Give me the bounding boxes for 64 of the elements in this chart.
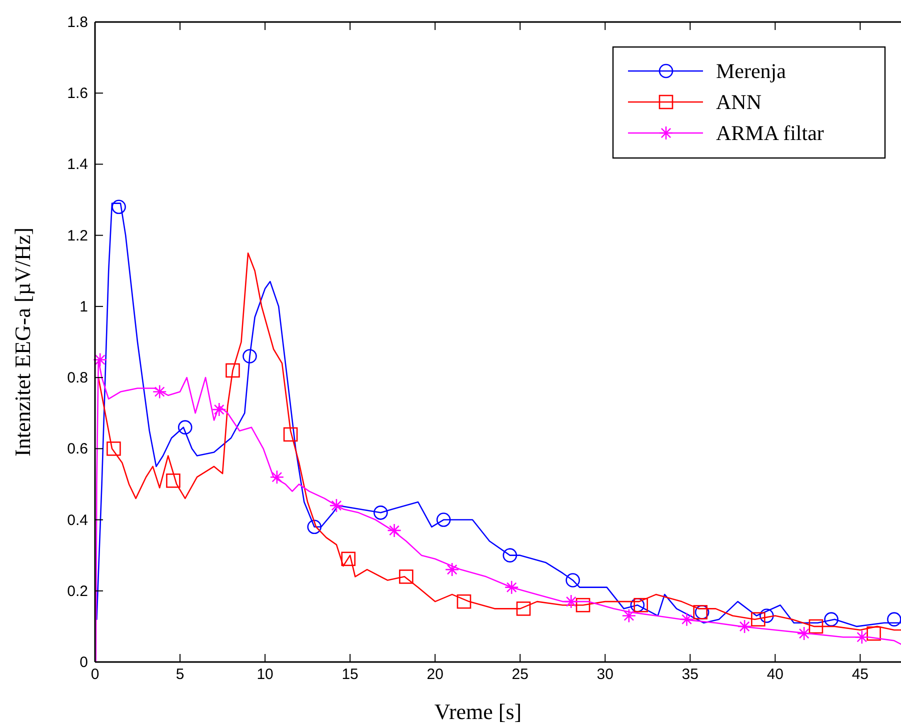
- y-tick-label: 0.8: [67, 370, 88, 387]
- y-tick-label: 0.4: [67, 512, 88, 529]
- x-tick-label: 25: [512, 666, 528, 683]
- y-tick-label: 1.2: [67, 227, 88, 244]
- point: [152, 384, 167, 399]
- point: [283, 427, 298, 442]
- point: [504, 580, 519, 594]
- point: [329, 498, 344, 513]
- legend-label: ARMA filtar: [716, 121, 824, 145]
- point: [760, 608, 774, 623]
- point: [270, 470, 284, 484]
- point: [630, 598, 645, 612]
- point: [866, 626, 881, 641]
- point: [166, 474, 180, 488]
- point: [751, 612, 766, 626]
- x-axis-title: Vreme [s]: [434, 699, 522, 724]
- x-tick-label: 15: [342, 666, 358, 683]
- x-tick-label: 35: [682, 666, 698, 683]
- x-tick-label: 40: [766, 666, 784, 683]
- point: [341, 552, 356, 566]
- x-tick-label: 10: [256, 666, 274, 683]
- legend-label: ANN: [716, 90, 762, 114]
- point: [824, 612, 838, 626]
- point: [680, 612, 694, 626]
- point: [854, 630, 870, 644]
- point: [516, 602, 531, 616]
- point: [634, 598, 648, 612]
- y-tick-label: 0: [80, 654, 88, 671]
- y-tick-label: 1.4: [67, 156, 88, 174]
- point: [436, 512, 451, 527]
- point: [387, 523, 402, 538]
- y-tick-label: 1.6: [67, 85, 88, 102]
- x-tick-label: 20: [426, 666, 444, 683]
- point: [226, 363, 240, 378]
- point: [622, 608, 636, 623]
- point: [92, 352, 108, 367]
- point: [887, 612, 901, 626]
- point: [444, 562, 460, 577]
- x-tick-label: 5: [176, 666, 184, 683]
- point: [112, 200, 126, 214]
- y-tick-label: 1.8: [67, 14, 88, 31]
- point: [178, 420, 192, 434]
- point: [399, 570, 414, 584]
- point: [566, 573, 580, 588]
- y-tick-label: 1: [80, 298, 88, 316]
- point: [307, 520, 322, 534]
- point: [456, 594, 472, 609]
- legend-label: Merenja: [716, 59, 787, 83]
- point: [564, 594, 578, 609]
- point: [576, 598, 590, 612]
- x-tick-label: 0: [90, 666, 100, 683]
- point: [796, 626, 812, 641]
- y-axis-title: Intenzitet EEG-a [µV/Hz]: [10, 228, 35, 456]
- point: [808, 619, 824, 634]
- point: [106, 442, 121, 456]
- point: [374, 506, 388, 520]
- x-tick-label: 30: [596, 666, 614, 683]
- point: [737, 619, 752, 634]
- y-tick-label: 0.2: [67, 582, 88, 600]
- point: [212, 402, 226, 417]
- y-tick-label: 0.6: [67, 440, 88, 458]
- point: [242, 349, 257, 364]
- x-tick-label: 45: [852, 666, 869, 683]
- point: [502, 548, 518, 562]
